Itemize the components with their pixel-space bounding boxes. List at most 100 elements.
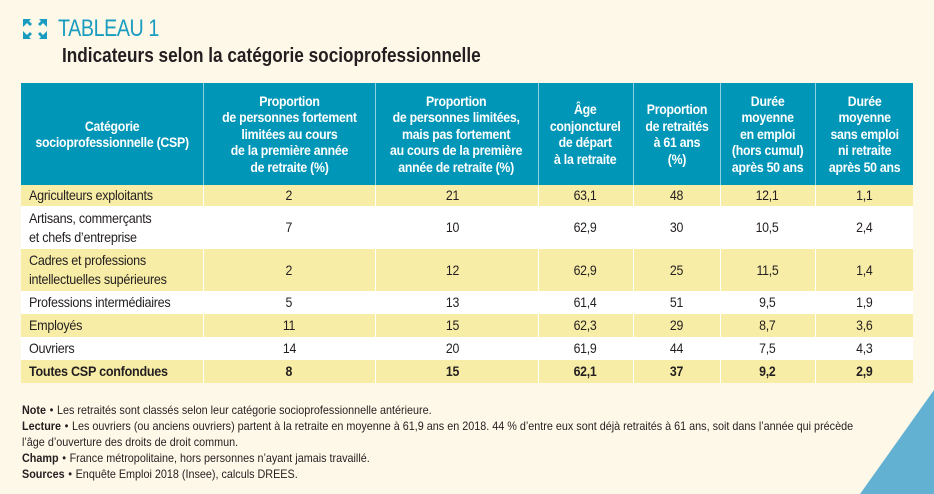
value-text: 11 xyxy=(282,317,296,333)
value-text: 2 xyxy=(285,187,293,203)
column-header-label: Proportion de personnes fortement limitées… xyxy=(221,92,357,175)
value-text: 1,9 xyxy=(856,294,873,310)
column-header-5: Durée moyenne en emploi (hors cumul) après 5… xyxy=(719,83,815,185)
column-header-1: Proportion de personnes fortement limitées… xyxy=(202,83,375,185)
value-cell: 62,1 xyxy=(537,360,633,383)
value-text: 9,2 xyxy=(759,363,776,379)
value-cell: 29 xyxy=(632,314,720,337)
table-row: Cadres et professions intellectuelles sup… xyxy=(21,249,913,291)
table-header-row: Catégorie socioprofessionnelle (CSP) Propo… xyxy=(21,83,913,185)
table-header: TABLEAU 1 xyxy=(22,15,181,42)
value-text: 21 xyxy=(445,187,459,203)
value-text: 48 xyxy=(669,187,684,203)
value-cell: 61,9 xyxy=(537,337,633,360)
column-header-4: Proportion de retraités à 61 ans (%) xyxy=(632,83,720,185)
value-cell: 9,5 xyxy=(719,291,815,314)
value-text: 2 xyxy=(285,261,293,278)
note-text: France métropolitaine, hors personnes n’… xyxy=(69,451,370,465)
value-text: 2,4 xyxy=(856,219,873,235)
table-row: Professions intermédiaires 5 13 61,4 51 9,5 1,… xyxy=(21,291,913,314)
category-label: Ouvriers xyxy=(29,340,75,356)
value-cell: 63,1 xyxy=(537,185,633,206)
value-cell: 15 xyxy=(374,314,538,337)
category-label: Toutes CSP confondues xyxy=(29,363,168,379)
table-title: Indicateurs selon la catégorie socioprof… xyxy=(62,45,481,67)
note-label: Sources xyxy=(22,467,65,481)
note-label: Champ xyxy=(22,451,59,465)
category-cell: Toutes CSP confondues xyxy=(21,360,203,383)
value-text: 4,3 xyxy=(856,340,873,356)
value-cell: 12 xyxy=(374,249,538,291)
value-text: 7 xyxy=(285,219,293,235)
value-text: 9,5 xyxy=(759,294,776,310)
value-cell: 13 xyxy=(374,291,538,314)
value-cell: 21 xyxy=(374,185,538,206)
value-cell: 51 xyxy=(632,291,720,314)
value-cell: 3,6 xyxy=(814,314,913,337)
table-row: Employés 11 15 62,3 29 8,7 3,6 xyxy=(21,314,913,337)
value-text: 10,5 xyxy=(756,219,779,235)
value-text: 44 xyxy=(669,340,684,356)
table-row: Ouvriers 14 20 61,9 44 7,5 4,3 xyxy=(21,337,913,360)
value-text: 8 xyxy=(285,363,293,379)
value-text: 12,1 xyxy=(756,187,779,203)
value-text: 62,3 xyxy=(574,317,597,333)
table-row: Agriculteurs exploitants 2 21 63,1 48 12,1 1,1 xyxy=(21,185,913,206)
value-cell: 7 xyxy=(202,206,375,249)
column-header-2: Proportion de personnes limitées, mais pas… xyxy=(374,83,538,185)
table-label: TABLEAU 1 xyxy=(58,15,159,42)
value-cell: 1,1 xyxy=(814,185,913,206)
value-cell: 14 xyxy=(202,337,375,360)
value-cell: 5 xyxy=(202,291,375,314)
note-label: Note xyxy=(22,403,47,417)
value-cell: 62,9 xyxy=(537,206,633,249)
category-cell: Artisans, commerçants et chefs d’entrepri… xyxy=(21,206,203,249)
corner-decoration xyxy=(860,390,934,494)
value-text: 30 xyxy=(669,219,684,235)
expand-arrows-icon[interactable] xyxy=(22,18,48,40)
category-cell: Ouvriers xyxy=(21,337,203,360)
note-text: Les ouvriers (ou anciens ouvriers) parte… xyxy=(22,419,854,449)
value-cell: 37 xyxy=(632,360,720,383)
value-cell: 12,1 xyxy=(719,185,815,206)
column-header-label: Proportion de retraités à 61 ans (%) xyxy=(644,101,709,167)
value-cell: 62,3 xyxy=(537,314,633,337)
value-cell: 61,4 xyxy=(537,291,633,314)
column-header-3: Âge conjoncturel de départ à la retraite xyxy=(537,83,633,185)
value-cell: 8,7 xyxy=(719,314,815,337)
value-text: 1,4 xyxy=(856,261,873,278)
value-cell: 4,3 xyxy=(814,337,913,360)
value-cell: 25 xyxy=(632,249,720,291)
table-notes: Note • Les retraités sont classés selon le… xyxy=(22,402,902,482)
column-header-0: Catégorie socioprofessionnelle (CSP) xyxy=(21,83,203,185)
value-text: 11,5 xyxy=(756,261,779,278)
category-label: Employés xyxy=(29,317,83,333)
column-header-label: Proportion de personnes limitées, mais pas… xyxy=(390,92,523,175)
column-header-label: Catégorie socioprofessionnelle (CSP) xyxy=(35,117,189,151)
category-cell: Agriculteurs exploitants xyxy=(21,185,203,206)
value-text: 3,6 xyxy=(856,317,873,333)
value-text: 12 xyxy=(445,261,459,278)
value-text: 10 xyxy=(445,219,459,235)
value-text: 37 xyxy=(669,363,684,379)
category-label: Artisans, commerçants et chefs d’entrepri… xyxy=(29,209,152,245)
column-header-label: Durée moyenne en emploi (hors cumul) après 5… xyxy=(731,92,804,175)
note-text: Les retraités sont classés selon leur ca… xyxy=(56,403,432,417)
column-header-label: Âge conjoncturel de départ à la retraite xyxy=(550,101,621,167)
value-cell: 10,5 xyxy=(719,206,815,249)
category-cell: Professions intermédiaires xyxy=(21,291,203,314)
value-cell: 11 xyxy=(202,314,375,337)
note-line: Lecture • Les ouvriers (ou anciens ouvrier… xyxy=(22,418,904,450)
value-cell: 10 xyxy=(374,206,538,249)
value-cell: 2 xyxy=(202,185,375,206)
category-cell: Employés xyxy=(21,314,203,337)
value-text: 14 xyxy=(282,340,296,356)
value-cell: 48 xyxy=(632,185,720,206)
bullet-separator: • xyxy=(49,403,54,417)
value-text: 15 xyxy=(445,317,459,333)
category-label: Agriculteurs exploitants xyxy=(29,187,153,203)
note-line: Champ • France métropolitaine, hors person… xyxy=(22,450,904,466)
value-text: 51 xyxy=(669,294,684,310)
value-text: 7,5 xyxy=(759,340,776,356)
value-cell: 1,9 xyxy=(814,291,913,314)
